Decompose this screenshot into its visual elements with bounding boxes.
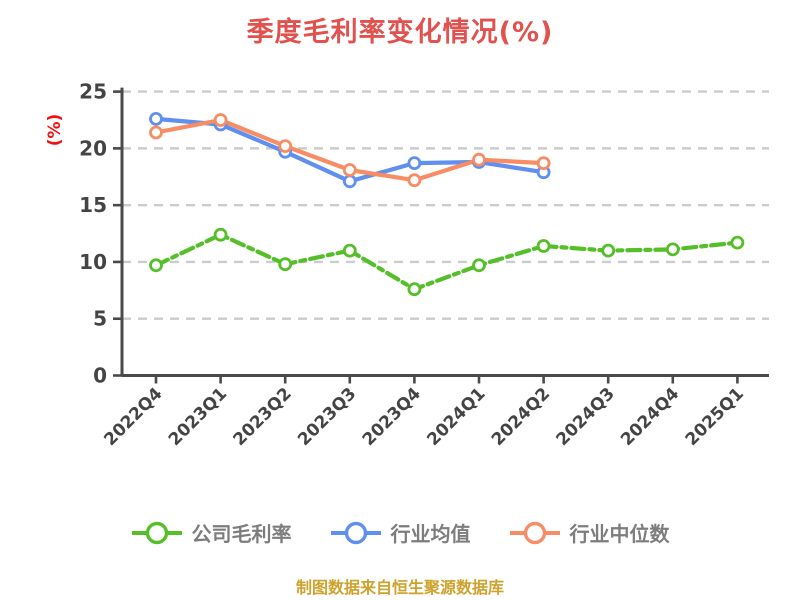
legend-label-industry-median: 行业中位数 — [569, 522, 670, 546]
chart-title: 季度毛利率变化情况(%) — [246, 17, 554, 48]
x-tick-label: 2023Q3 — [294, 384, 360, 450]
x-tick-label: 2023Q1 — [165, 384, 231, 450]
series-line-公司毛利率 — [153, 232, 740, 292]
x-tick-label: 2023Q4 — [359, 384, 425, 450]
data-point-marker — [342, 163, 357, 177]
data-point-marker — [149, 258, 163, 273]
legend-item-company-gross-margin: 公司毛利率 — [131, 518, 292, 547]
x-tick-label: 2024Q4 — [617, 384, 683, 450]
y-tick-label: 5 — [93, 307, 107, 331]
legend: 公司毛利率 行业均值 行业中位数 — [0, 518, 800, 547]
data-point-marker — [213, 227, 228, 242]
data-point-marker — [536, 239, 551, 253]
data-point-marker — [149, 125, 163, 140]
data-point-marker — [278, 257, 293, 272]
data-point-marker — [342, 243, 357, 258]
plot-area: 0 5 10 15 20 25 2022Q42023Q12023Q22023Q32023Q4… — [45, 80, 769, 450]
legend-marker-orange-icon — [509, 521, 560, 544]
y-tick-label: 20 — [79, 136, 107, 160]
data-point-marker — [665, 242, 680, 257]
data-point-marker — [601, 243, 616, 258]
y-tick-label: 0 — [93, 364, 107, 388]
x-tick-label: 2024Q2 — [488, 384, 554, 450]
data-source-note: 制图数据来自恒生聚源数据库 — [295, 578, 504, 597]
legend-item-industry-average: 行业均值 — [330, 518, 471, 547]
legend-marker-green-icon — [131, 521, 182, 544]
data-point-marker — [407, 282, 422, 297]
data-point-marker — [472, 152, 486, 167]
x-tick-label: 2024Q3 — [553, 384, 619, 450]
data-point-marker — [730, 235, 745, 250]
x-tick-label: 2024Q1 — [423, 384, 489, 450]
y-tick-label: 25 — [79, 80, 107, 104]
legend-item-industry-median: 行业中位数 — [509, 518, 670, 547]
data-point-marker — [213, 113, 228, 127]
data-point-marker — [407, 173, 422, 188]
data-point-marker — [407, 156, 422, 171]
data-point-marker — [472, 258, 486, 273]
legend-label-company-gross-margin: 公司毛利率 — [191, 522, 292, 546]
legend-marker-blue-icon — [330, 521, 381, 544]
data-point-marker — [278, 139, 293, 154]
y-tick-label: 10 — [79, 250, 107, 274]
data-point-marker — [342, 174, 357, 189]
y-axis-label: (%) — [45, 114, 65, 147]
legend-label-industry-average: 行业均值 — [390, 522, 471, 546]
y-tick-label: 15 — [79, 193, 107, 217]
x-tick-label: 2022Q4 — [100, 384, 166, 450]
data-point-marker — [536, 156, 551, 171]
data-point-marker — [149, 112, 163, 126]
x-tick-label: 2025Q1 — [682, 384, 748, 450]
x-tick-label: 2023Q2 — [230, 384, 296, 450]
